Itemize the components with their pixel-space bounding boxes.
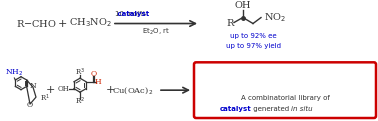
Text: up to 97% yield: up to 97% yield	[226, 43, 280, 49]
Text: N: N	[29, 82, 36, 90]
Text: H: H	[95, 78, 101, 86]
Text: +: +	[57, 19, 67, 29]
Text: NH$_2$: NH$_2$	[5, 67, 23, 78]
Text: +: +	[45, 85, 55, 95]
Text: generated: generated	[251, 106, 291, 112]
Text: R$^3$: R$^3$	[75, 67, 85, 78]
Text: +: +	[105, 85, 115, 95]
Text: 10 mol%: 10 mol%	[115, 11, 148, 17]
Text: up to 92% ee: up to 92% ee	[230, 34, 276, 39]
Text: R: R	[226, 19, 234, 28]
Text: OH: OH	[235, 1, 251, 10]
Text: R$-$CHO: R$-$CHO	[15, 18, 56, 29]
Text: NO$_2$: NO$_2$	[264, 11, 286, 24]
Text: A combinatorial library of: A combinatorial library of	[240, 95, 330, 101]
Text: catalyst: catalyst	[220, 106, 252, 112]
Text: O: O	[27, 101, 33, 109]
Text: O: O	[90, 70, 97, 78]
Text: CH$_3$NO$_2$: CH$_3$NO$_2$	[68, 16, 112, 29]
Text: Cu(OAc)$_2$: Cu(OAc)$_2$	[112, 85, 153, 96]
Text: Et$_2$O, rt: Et$_2$O, rt	[142, 26, 170, 37]
Text: OH: OH	[58, 85, 70, 93]
Text: in situ: in situ	[291, 106, 313, 112]
Text: catalyst: catalyst	[95, 11, 149, 17]
Text: R$^2$: R$^2$	[75, 95, 85, 107]
FancyBboxPatch shape	[194, 62, 376, 118]
Text: R$^1$: R$^1$	[40, 92, 50, 104]
